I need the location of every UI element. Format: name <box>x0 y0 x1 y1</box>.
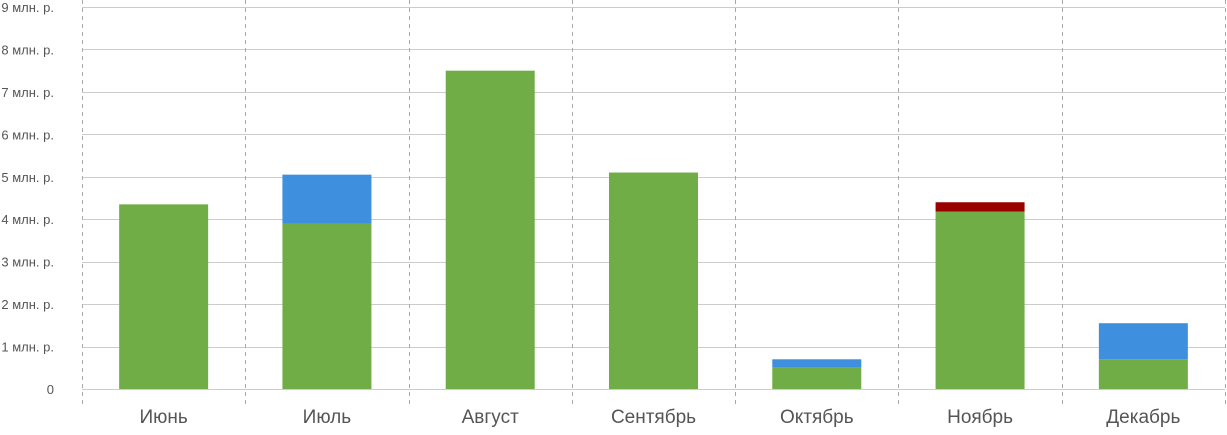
y-tick-label: 1 млн. р. <box>1 340 54 355</box>
bar-segment-2-series-0 <box>445 70 535 390</box>
bar-layer <box>119 70 1188 390</box>
bar-segment-3-series-0 <box>609 172 698 389</box>
bar-segment-5-series-0 <box>935 211 1025 389</box>
label-layer: 0 1 млн. р. 2 млн. р. 3 млн. р. 4 млн. р. 5 м… <box>1 0 1180 428</box>
y-tick-label: 3 млн. р. <box>1 255 54 270</box>
bar-segment-6-series-1 <box>1098 323 1188 360</box>
y-tick-label: 8 млн. р. <box>1 42 54 57</box>
y-tick-label: 2 млн. р. <box>1 297 54 312</box>
x-tick-label: Июнь <box>139 407 187 428</box>
y-tick-label: 7 млн. р. <box>1 85 54 100</box>
y-tick-label: 5 млн. р. <box>1 170 54 185</box>
bar-segment-6-series-0 <box>1098 359 1188 389</box>
bar-segment-5-series-2 <box>935 202 1025 212</box>
bar-segment-1-series-0 <box>282 223 372 389</box>
y-tick-label: 6 млн. р. <box>1 127 54 142</box>
x-tick-label: Ноябрь <box>947 407 1013 428</box>
bar-segment-1-series-1 <box>282 174 372 224</box>
x-tick-label: Сентябрь <box>611 407 696 428</box>
bar-segment-4-series-0 <box>772 367 862 389</box>
y-tick-label: 4 млн. р. <box>1 212 54 227</box>
x-tick-label: Декабрь <box>1106 407 1180 428</box>
bar-segment-0-series-0 <box>119 204 209 389</box>
y-tick-label: 0 <box>47 382 54 397</box>
y-tick-label: 9 млн. р. <box>1 0 54 15</box>
x-tick-label: Июль <box>303 407 352 428</box>
x-tick-label: Октябрь <box>780 407 854 428</box>
bar-segment-4-series-1 <box>772 359 862 368</box>
x-tick-label: Август <box>462 407 519 428</box>
